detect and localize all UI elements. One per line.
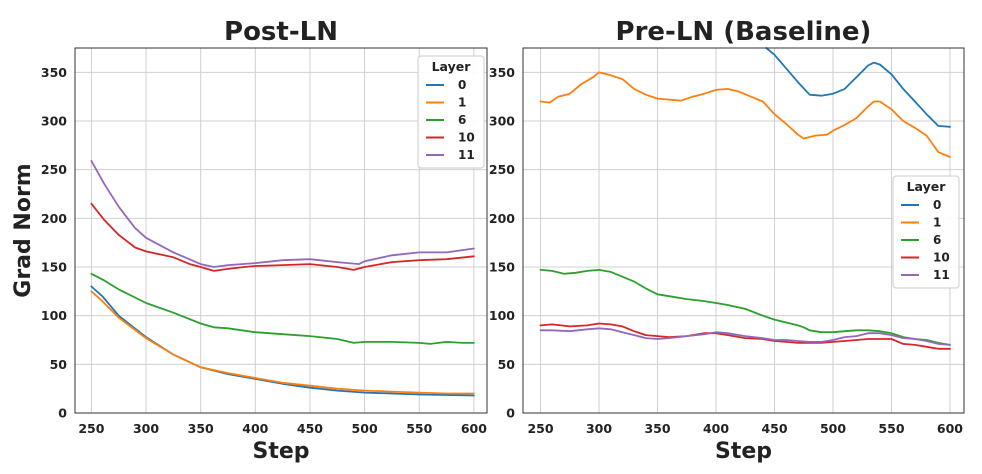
x-axis-label: Step: [715, 439, 772, 464]
y-tick-label: 50: [498, 357, 516, 372]
legend-label-layer-1: 1: [933, 216, 941, 230]
legend-label-layer-0: 0: [458, 78, 466, 92]
legend: Layer 0 1 6 10 11: [892, 175, 960, 289]
series-line-layer-10: [90, 202, 475, 272]
x-tick-label: 400: [242, 421, 268, 436]
y-tick-label: 0: [58, 406, 67, 421]
y-tick-label: 150: [489, 260, 515, 275]
y-tick-label: 0: [506, 406, 515, 421]
series-line-layer-11: [90, 160, 475, 268]
chart-panel-1: 250 300 350 400 450 500 550 6000501001502002503…: [11, 17, 488, 464]
x-tick-label: 450: [297, 421, 323, 436]
series-line-layer-0: [765, 47, 951, 128]
y-tick-label: 350: [41, 65, 67, 80]
legend-label-layer-10: 10: [458, 131, 475, 145]
x-tick-label: 400: [703, 421, 729, 436]
legend-label-layer-11: 11: [933, 268, 950, 282]
legend: Layer 0 1 6 10 11: [417, 55, 485, 169]
chart-title: Pre-LN (Baseline): [616, 17, 872, 47]
x-tick-label: 500: [820, 421, 846, 436]
legend-label-layer-1: 1: [458, 96, 466, 110]
series-line-layer-1: [90, 290, 475, 395]
x-tick-label: 300: [586, 421, 612, 436]
chart-panel-2: 250 300 350 400 450 500 550 6000501001502002503…: [489, 17, 965, 464]
x-tick-label: 600: [937, 421, 963, 436]
x-axis-label: Step: [252, 439, 309, 464]
x-tick-label: 450: [761, 421, 787, 436]
y-tick-label: 200: [41, 211, 67, 226]
plot-frame: [74, 47, 488, 414]
plot-frame: [522, 47, 965, 414]
legend-label-layer-6: 6: [933, 233, 941, 247]
x-tick-label: 550: [878, 421, 904, 436]
x-tick-label: 250: [78, 421, 104, 436]
y-tick-label: 200: [489, 211, 515, 226]
x-tick-label: 500: [352, 421, 378, 436]
y-axis-label: Grad Norm: [11, 163, 36, 297]
legend-title: Layer: [907, 179, 947, 194]
series-line-layer-11: [539, 327, 951, 346]
y-tick-label: 300: [41, 114, 67, 129]
y-tick-label: 100: [41, 308, 67, 323]
series-line-layer-1: [539, 71, 951, 158]
legend-label-layer-0: 0: [933, 198, 941, 212]
y-tick-label: 250: [489, 162, 515, 177]
y-tick-label: 50: [50, 357, 68, 372]
series-line-layer-0: [90, 285, 475, 397]
x-tick-label: 600: [461, 421, 487, 436]
y-tick-label: 350: [489, 65, 515, 80]
x-tick-label: 300: [133, 421, 159, 436]
legend-title: Layer: [432, 59, 472, 74]
legend-label-layer-10: 10: [933, 251, 950, 265]
legend-label-layer-6: 6: [458, 113, 466, 127]
y-tick-label: 100: [489, 308, 515, 323]
x-tick-label: 250: [527, 421, 553, 436]
series-line-layer-6: [90, 272, 475, 345]
x-tick-label: 350: [644, 421, 670, 436]
x-tick-label: 550: [406, 421, 432, 436]
series-line-layer-6: [539, 269, 951, 346]
legend-label-layer-11: 11: [458, 148, 475, 162]
chart-title: Post-LN: [224, 17, 338, 47]
y-tick-label: 250: [41, 162, 67, 177]
x-tick-label: 350: [188, 421, 214, 436]
y-tick-label: 150: [41, 260, 67, 275]
y-tick-label: 300: [489, 114, 515, 129]
